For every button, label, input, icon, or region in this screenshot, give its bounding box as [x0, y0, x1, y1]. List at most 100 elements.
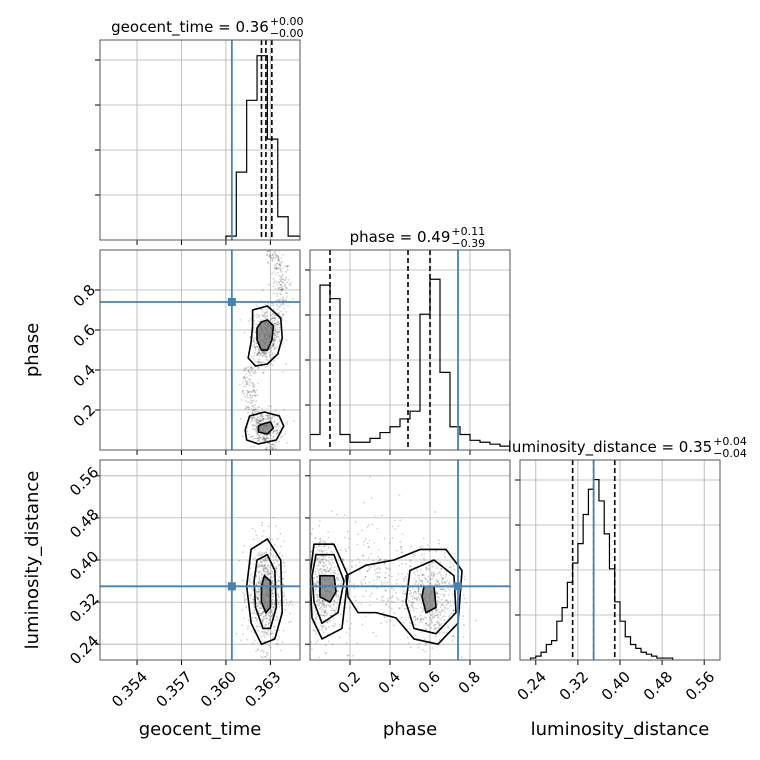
sample-point	[413, 571, 416, 574]
sample-point	[261, 408, 263, 410]
sample-point	[435, 608, 438, 611]
sample-point	[276, 423, 279, 426]
sample-point	[247, 560, 249, 563]
sample-point	[431, 615, 434, 618]
sample-point	[360, 603, 363, 605]
sample-point	[244, 593, 246, 596]
sample-point	[420, 561, 423, 564]
sample-point	[277, 259, 280, 262]
sample-point	[271, 603, 274, 606]
sample-point	[243, 601, 246, 603]
sample-point	[276, 303, 278, 306]
sample-point	[262, 418, 265, 421]
sample-point	[352, 583, 355, 585]
sample-point	[251, 396, 254, 399]
sample-point	[447, 625, 449, 628]
sample-point	[452, 609, 455, 611]
sample-point	[245, 606, 248, 609]
sample-point	[277, 413, 280, 416]
sample-point	[392, 601, 395, 604]
sample-point	[277, 258, 280, 261]
histogram-phase	[310, 278, 510, 450]
sample-point	[265, 567, 268, 570]
sample-point	[276, 331, 278, 334]
sample-point	[286, 281, 289, 284]
sample-point	[250, 420, 253, 423]
sample-point	[266, 612, 269, 615]
sample-point	[255, 430, 258, 433]
sample-point	[255, 345, 258, 348]
sample-point	[253, 424, 255, 427]
sample-point	[408, 593, 411, 596]
sample-point	[443, 632, 446, 634]
sample-point	[255, 389, 258, 391]
sample-point	[367, 546, 370, 549]
sample-point	[323, 545, 325, 548]
sample-point	[426, 666, 428, 668]
sample-point	[257, 593, 260, 596]
sample-point	[251, 371, 254, 374]
sample-point	[251, 340, 254, 343]
sample-point	[253, 395, 256, 397]
sample-point	[334, 611, 336, 614]
sample-point	[345, 642, 348, 645]
sample-point	[259, 602, 262, 605]
sample-point	[441, 578, 444, 581]
sample-point	[411, 606, 414, 609]
sample-point	[363, 501, 366, 504]
sample-point	[266, 565, 269, 567]
sample-point	[284, 298, 287, 301]
sample-point	[325, 614, 328, 617]
sample-point	[246, 406, 249, 409]
sample-point	[278, 606, 281, 608]
sample-point	[329, 572, 332, 574]
y-tick-label: 0.32	[66, 590, 102, 626]
sample-point	[265, 365, 268, 368]
sample-point	[321, 564, 324, 567]
axes-frame	[99, 459, 301, 661]
sample-point	[277, 262, 279, 265]
sample-point	[320, 568, 323, 570]
sample-point	[259, 319, 262, 321]
sample-point	[254, 425, 256, 427]
title-lower-error: −0.00	[270, 27, 304, 40]
sample-point	[261, 565, 264, 568]
sample-point	[276, 308, 279, 311]
sample-point	[249, 367, 252, 369]
sample-point	[282, 561, 285, 564]
sample-point	[244, 385, 247, 388]
sample-point	[460, 656, 463, 659]
sample-point	[268, 619, 271, 622]
sample-point	[362, 578, 365, 581]
sample-point	[273, 625, 276, 628]
sample-point	[243, 376, 246, 379]
sample-point	[324, 568, 327, 571]
sample-point	[278, 575, 281, 578]
sample-point	[277, 288, 280, 291]
sample-point	[261, 310, 264, 313]
sample-point	[270, 578, 272, 581]
sample-point	[250, 417, 253, 420]
sample-point	[364, 615, 367, 618]
sample-point	[261, 419, 264, 422]
y-axis-label-luminosity_distance: luminosity_distance	[22, 471, 43, 650]
sample-point	[243, 617, 246, 620]
sample-point	[429, 577, 432, 579]
sample-point	[256, 602, 258, 605]
sample-point	[277, 580, 280, 583]
sample-point	[247, 391, 250, 393]
sample-point	[421, 573, 424, 576]
sample-point	[323, 568, 326, 571]
sample-point	[278, 552, 281, 555]
sample-point	[261, 620, 264, 623]
sample-point	[314, 537, 317, 540]
panel-geocent_time-vs-geocent_time: geocent_time = 0.36 +0.00−0.00	[95, 15, 304, 245]
sample-point	[273, 347, 276, 350]
sample-point	[247, 625, 250, 628]
sample-point	[263, 565, 265, 568]
sample-point	[264, 312, 266, 315]
sample-point	[417, 592, 420, 595]
sample-point	[239, 383, 241, 386]
sample-point	[271, 320, 274, 322]
sample-point	[316, 594, 318, 596]
